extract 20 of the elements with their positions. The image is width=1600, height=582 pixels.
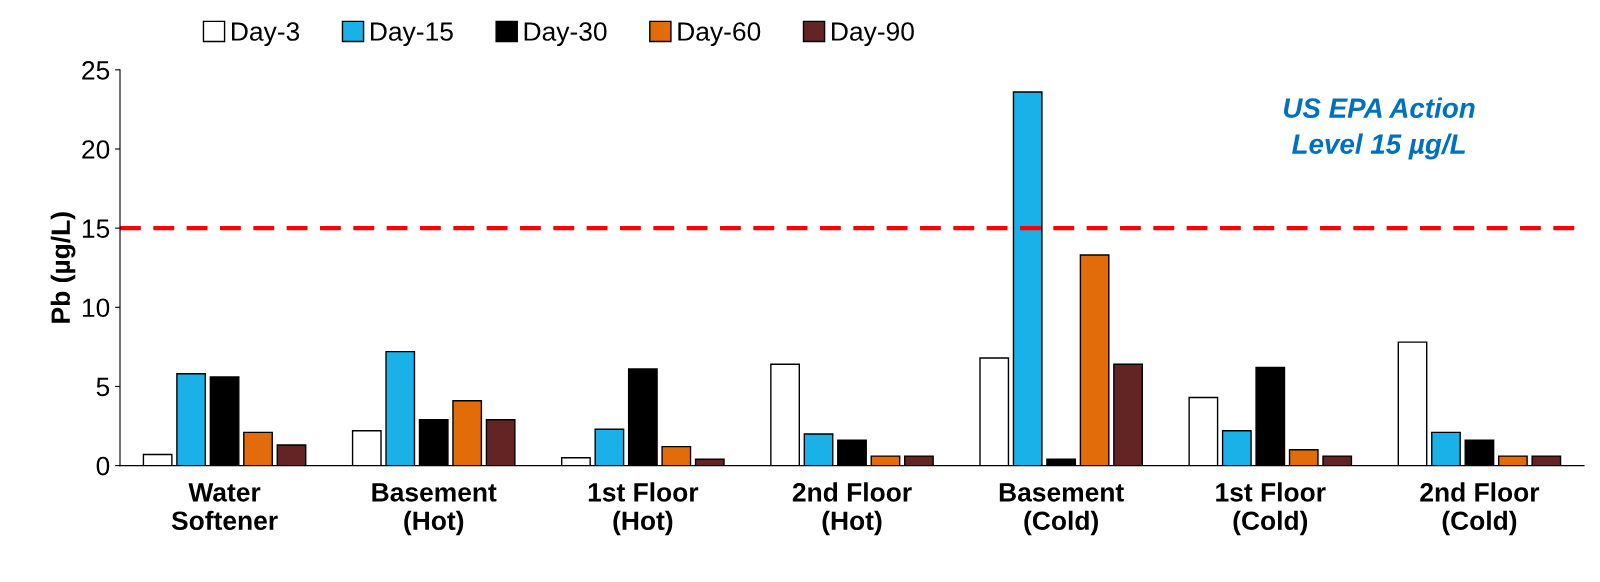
x-tick-label: Basement (Hot) (372, 483, 497, 536)
x-tick-label: Basement (Cold) (999, 483, 1124, 536)
x-tick-label: 2nd Floor (Cold) (1420, 482, 1540, 536)
x-tick-label: 2nd Floor (Hot) (792, 482, 912, 536)
y-tick-label: 0 (96, 456, 110, 476)
legend-label: Day-60 (678, 22, 761, 47)
y-tick-label: 5 (96, 377, 110, 397)
legend-label: Day-90 (832, 22, 914, 47)
x-tick-label: 1st Floor (Cold) (1216, 482, 1326, 536)
y-tick-label: 10 (82, 298, 110, 318)
x-tick-label: 1st Floor (Hot) (588, 482, 699, 536)
annotation: US EPA Action Level 15 µg/L (1283, 97, 1475, 160)
y-tick-label: 25 (82, 60, 110, 80)
x-tick-label: Water Softener (171, 483, 278, 531)
legend-label: Day-3 (232, 22, 300, 47)
y-tick-label: 20 (82, 140, 110, 159)
y-axis-title: Pb (µg/L) (50, 212, 76, 323)
legend-label: Day-30 (524, 22, 607, 47)
legend-label: Day-15 (371, 22, 453, 47)
y-tick-label: 15 (82, 219, 110, 238)
